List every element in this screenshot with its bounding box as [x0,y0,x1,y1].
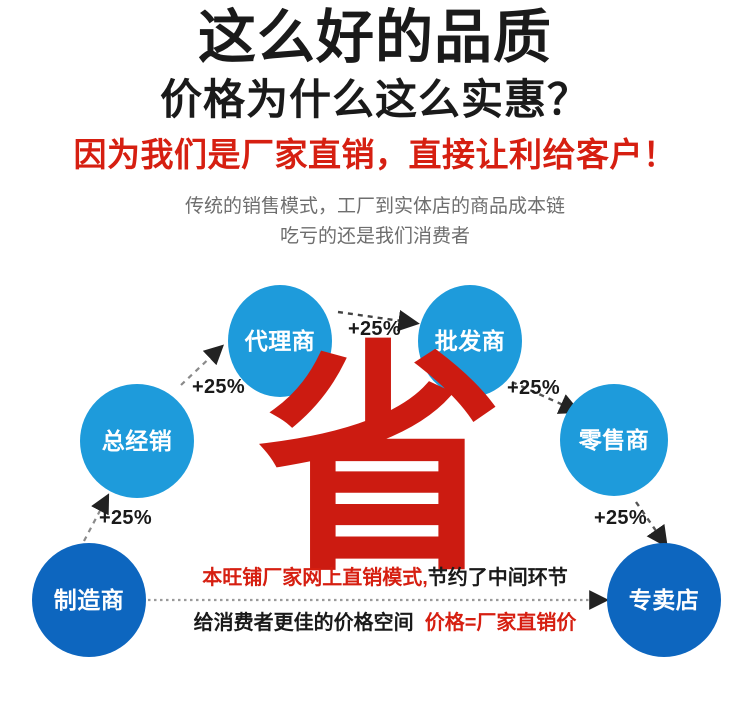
node-agent-label: 代理商 [244,327,316,354]
supply-chain-diagram: 制造商 总经销 代理商 批发商 零售商 专卖店 +25% +25% +25% +… [0,260,750,710]
markup-label-agent-wholesaler: +25% [348,318,401,340]
diagram-connectors [83,309,668,610]
connector-agent-wholesaler [337,309,420,332]
markup-label-wholesaler-retailer: +25% [507,377,560,399]
direct-sales-caption-line-1: 本旺铺厂家网上直销模式,节约了中间环节 [175,565,595,591]
node-wholesaler-label: 批发商 [434,327,506,354]
node-wholesaler[interactable]: 批发商 [418,285,522,397]
headline-callout: 因为我们是厂家直销，直接让利给客户！ [73,136,677,173]
connector-manufacturer-general [83,493,110,542]
node-manufacturer[interactable]: 制造商 [32,543,146,657]
node-retailer-label: 零售商 [578,426,650,453]
node-agent[interactable]: 代理商 [228,285,332,397]
node-retailer[interactable]: 零售商 [560,384,668,496]
node-general-distributor[interactable]: 总经销 [80,384,194,498]
node-manufacturer-label: 制造商 [53,586,125,613]
headline-primary: 这么好的品质 [197,5,552,70]
node-specialty-store[interactable]: 专卖店 [607,543,721,657]
direct-sales-caption-line-2-black: 给消费者更佳的价格空间 [193,612,414,634]
node-general-distributor-label: 总经销 [101,427,173,454]
headline-secondary: 价格为什么这么实惠？ [159,76,590,123]
markup-label-general-agent: +25% [192,376,245,398]
subtitle-line-1: 传统的销售模式，工厂到实体店的商品成本链 [184,196,565,217]
markup-label-manufacturer-general: +25% [99,507,152,529]
markup-label-retailer-specialty: +25% [594,507,647,529]
connector-retailer-specialty [635,501,668,548]
save-character-watermark: 省 [258,320,503,605]
direct-sales-caption-line-2: 给消费者更佳的价格空间 价格=厂家直销价 [165,610,605,636]
node-specialty-store-label: 专卖店 [628,586,700,613]
direct-sales-caption-line-2-red: 价格=厂家直销价 [424,612,577,634]
connector-general-agent [180,344,225,386]
caption-spacer [414,612,425,634]
direct-sales-caption-line-1-black: 节约了中间环节 [427,567,568,589]
subtitle-line-2: 吃亏的还是我们消费者 [279,226,470,247]
connector-wholesaler-retailer [511,380,581,414]
direct-sales-caption-line-1-red: 本旺铺厂家网上直销模式, [202,567,428,589]
